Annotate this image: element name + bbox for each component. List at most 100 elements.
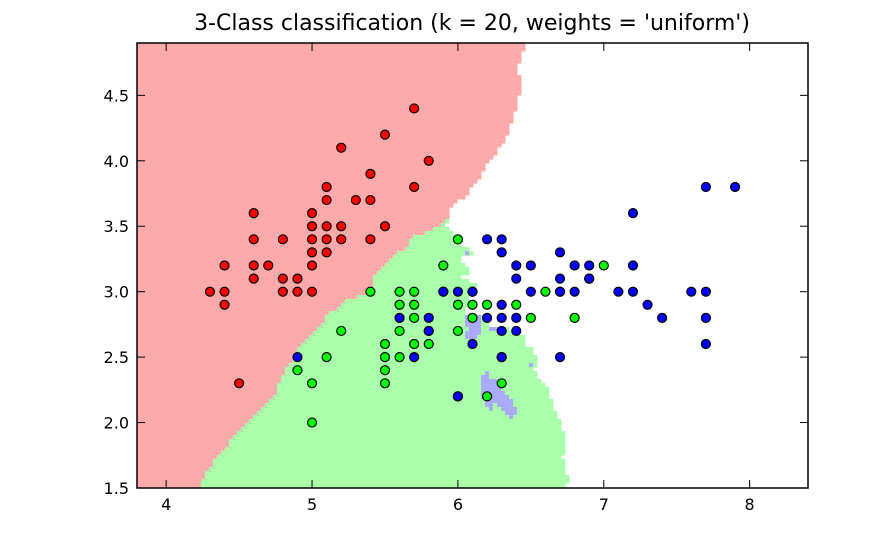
data-point bbox=[452, 391, 464, 402]
data-point bbox=[467, 286, 478, 297]
data-point bbox=[467, 338, 478, 350]
data-point bbox=[729, 181, 741, 193]
data-point bbox=[409, 352, 420, 363]
data-point bbox=[700, 181, 711, 193]
plot-frame bbox=[136, 42, 809, 489]
data-point bbox=[584, 273, 595, 284]
data-point bbox=[627, 286, 639, 297]
data-point bbox=[409, 181, 420, 193]
data-point bbox=[554, 286, 566, 297]
y-tick-label: 3.5 bbox=[104, 217, 129, 236]
data-point bbox=[350, 194, 361, 206]
data-point bbox=[321, 181, 332, 193]
data-point bbox=[496, 299, 507, 310]
data-point bbox=[511, 325, 522, 337]
data-point bbox=[481, 312, 493, 323]
data-point bbox=[306, 221, 318, 232]
data-point bbox=[248, 208, 259, 219]
data-point bbox=[700, 312, 711, 323]
data-point bbox=[365, 168, 376, 179]
data-point bbox=[321, 247, 332, 258]
data-point bbox=[554, 352, 566, 363]
data-point bbox=[423, 155, 434, 166]
data-point bbox=[379, 338, 391, 350]
data-point bbox=[467, 299, 478, 310]
data-point bbox=[292, 273, 303, 284]
data-point bbox=[481, 391, 493, 402]
data-point bbox=[306, 378, 318, 389]
data-point bbox=[481, 234, 493, 245]
data-point bbox=[248, 273, 259, 284]
data-point bbox=[336, 234, 347, 245]
data-point bbox=[496, 378, 507, 389]
data-point bbox=[292, 286, 303, 297]
data-point bbox=[598, 260, 609, 271]
data-point bbox=[423, 338, 434, 350]
data-point bbox=[248, 260, 259, 271]
data-point bbox=[234, 378, 245, 389]
x-tick-label: 5 bbox=[307, 495, 317, 514]
data-point bbox=[365, 194, 376, 206]
data-point bbox=[277, 234, 288, 245]
data-point bbox=[306, 247, 318, 258]
data-point bbox=[409, 299, 420, 310]
x-tick-label: 6 bbox=[453, 495, 463, 514]
data-point bbox=[569, 312, 580, 323]
y-tick-label: 2.0 bbox=[104, 414, 129, 433]
data-point bbox=[219, 286, 230, 297]
data-point bbox=[438, 260, 449, 271]
data-point bbox=[511, 299, 522, 310]
data-point bbox=[379, 365, 391, 376]
data-point bbox=[452, 325, 464, 337]
data-point bbox=[321, 234, 332, 245]
data-point bbox=[277, 286, 288, 297]
data-point bbox=[321, 352, 332, 363]
data-point bbox=[379, 129, 391, 140]
data-point bbox=[496, 247, 507, 258]
data-point bbox=[438, 286, 449, 297]
data-point bbox=[409, 312, 420, 323]
data-point bbox=[700, 286, 711, 297]
data-point bbox=[525, 260, 536, 271]
data-point bbox=[584, 260, 595, 271]
data-point bbox=[292, 365, 303, 376]
data-point bbox=[686, 286, 697, 297]
data-point bbox=[452, 299, 464, 310]
x-axis: 4 5 6 7 8 bbox=[161, 43, 755, 514]
data-point bbox=[394, 352, 405, 363]
decision-regions bbox=[137, 43, 570, 488]
y-tick-label: 4.5 bbox=[104, 86, 129, 105]
data-point bbox=[219, 260, 230, 271]
data-point bbox=[365, 286, 376, 297]
x-tick-label: 4 bbox=[161, 495, 171, 514]
data-point bbox=[306, 208, 318, 219]
x-tick-label: 8 bbox=[745, 495, 755, 514]
data-point bbox=[409, 338, 420, 350]
data-point bbox=[525, 312, 536, 323]
data-point bbox=[452, 286, 464, 297]
data-point bbox=[394, 312, 405, 323]
data-point bbox=[306, 260, 318, 271]
data-point bbox=[642, 299, 653, 310]
data-point bbox=[336, 221, 347, 232]
data-point bbox=[511, 312, 522, 323]
data-point bbox=[409, 103, 420, 114]
y-tick-label: 2.5 bbox=[104, 348, 129, 367]
data-point bbox=[379, 352, 391, 363]
data-point bbox=[700, 338, 711, 350]
data-point bbox=[423, 312, 434, 323]
data-point bbox=[540, 286, 551, 297]
data-point bbox=[321, 221, 332, 232]
data-point bbox=[263, 260, 274, 271]
data-point bbox=[554, 273, 566, 284]
y-tick-label: 4.0 bbox=[104, 152, 129, 171]
data-point bbox=[627, 260, 639, 271]
data-point bbox=[496, 352, 507, 363]
data-point bbox=[496, 325, 507, 337]
data-points bbox=[204, 103, 741, 428]
data-point bbox=[409, 286, 420, 297]
data-point bbox=[379, 378, 391, 389]
data-point bbox=[394, 299, 405, 310]
data-point bbox=[219, 299, 230, 310]
